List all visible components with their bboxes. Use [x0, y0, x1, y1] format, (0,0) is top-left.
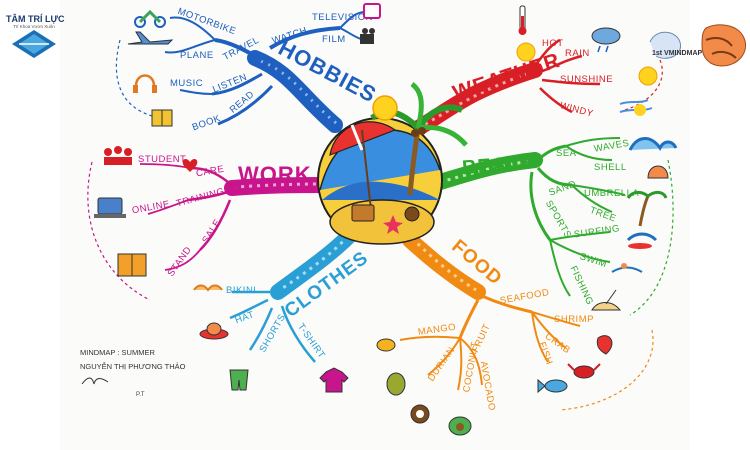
branch-hobbies	[115, 11, 369, 133]
branch-food	[399, 232, 654, 411]
label-plane: PLANE	[180, 50, 214, 61]
label-rain: RAIN	[565, 48, 590, 59]
label-training: TRAINING	[175, 186, 226, 209]
label-bikini: BIKINI	[226, 285, 256, 296]
branch-label-work: WORK	[238, 162, 312, 187]
durian-icon	[386, 372, 406, 396]
label-hat: HAT	[234, 309, 256, 326]
students-icon	[104, 146, 132, 165]
shell-icon	[647, 165, 669, 179]
label-sea: SEA	[556, 148, 577, 159]
coconut-icon	[410, 404, 430, 424]
laptop-icon	[94, 197, 126, 218]
plane-icon	[127, 31, 174, 45]
film-icon	[360, 28, 375, 44]
surf-icon	[626, 232, 658, 249]
label-avocado: AVOCADO	[478, 360, 498, 411]
bikini-icon	[193, 284, 223, 292]
sale-stand-icon	[117, 253, 147, 277]
brand-left: TÂM TRÍ LỰC Trí Khoa Vươn Xuôn	[6, 14, 65, 64]
t-shirt-icon	[319, 367, 349, 393]
label-sunshine: SUNSHINE	[560, 74, 613, 85]
hat-icon	[199, 322, 229, 340]
label-shell: SHELL	[594, 162, 627, 173]
brand-left-tagline: Trí Khoa Vươn Xuôn	[13, 24, 55, 29]
signature-initials: P.T	[136, 392, 145, 398]
label-shorts: SHORTS	[257, 312, 288, 354]
brand-right: 1st VMINDMAP	[646, 22, 748, 72]
crab-icon	[567, 363, 601, 379]
mango-icon	[376, 338, 396, 352]
label-sale: SALE	[200, 217, 223, 245]
television-icon	[363, 3, 381, 19]
signature-title: MINDMAP : SUMMER	[80, 348, 155, 357]
label-music: MUSIC	[170, 78, 203, 89]
label-television: TELEVISION	[312, 12, 373, 23]
shorts-icon	[229, 369, 249, 391]
branch-weather	[407, 38, 663, 138]
branch-label-beach: BEACH	[461, 151, 539, 180]
sunshine-icon	[638, 66, 658, 86]
swimmer-icon	[611, 263, 643, 273]
label-mango: MANGO	[417, 322, 457, 338]
label-book: BOOK	[191, 113, 223, 133]
signature-author: NGUYỄN THỊ PHƯƠNG THẢO	[80, 362, 186, 371]
branch-label-weather: WEATHER	[450, 49, 563, 105]
label-seafood: SEAFOOD	[499, 287, 550, 307]
fish-icon	[537, 378, 568, 394]
label-care: CARE	[195, 164, 225, 180]
book-icon	[151, 109, 173, 127]
central-island-icon	[317, 82, 468, 245]
sun-icon	[516, 42, 536, 62]
heart-icon	[182, 159, 198, 172]
label-fishing: FISHING	[568, 264, 596, 307]
palm-tree-icon	[626, 190, 668, 227]
label-student: STUDENT	[138, 154, 186, 165]
signature-block: MINDMAP : SUMMER NGUYỄN THỊ PHƯƠNG THẢO …	[80, 346, 186, 398]
label-tree: TREE	[588, 205, 617, 225]
brand-diamond-icon	[12, 30, 56, 58]
shrimp-icon	[596, 335, 613, 355]
rain-cloud-icon	[591, 27, 621, 53]
avocado-icon	[448, 416, 472, 436]
label-waves: WAVES	[593, 138, 630, 155]
label-umbrella: UMBRELLA	[584, 188, 639, 199]
thermometer-icon	[518, 5, 527, 35]
label-shrimp: SHRIMP	[554, 314, 594, 325]
headphones-icon	[133, 74, 157, 93]
wind-icon	[619, 99, 653, 116]
label-surfing: SURFING	[573, 223, 620, 240]
handwritten-signature-icon	[81, 377, 109, 385]
branch-clothes	[229, 227, 358, 363]
label-swim: SWIM	[578, 251, 608, 270]
fishing-icon	[591, 289, 622, 311]
motorbike-icon	[134, 9, 166, 28]
label-windy: WINDY	[559, 100, 595, 120]
label-hot: HOT	[542, 38, 564, 49]
label-listen: LISTEN	[211, 72, 249, 96]
brand-right-name: 1st VMINDMAP	[652, 50, 703, 57]
label-stand: STAND	[166, 245, 195, 279]
label-film: FILM	[322, 34, 346, 45]
brand-left-name: TÂM TRÍ LỰC	[6, 14, 65, 24]
label-durian: DURIAN	[426, 345, 458, 384]
brain-logo-icon	[649, 24, 746, 67]
waves-icon	[628, 137, 678, 151]
